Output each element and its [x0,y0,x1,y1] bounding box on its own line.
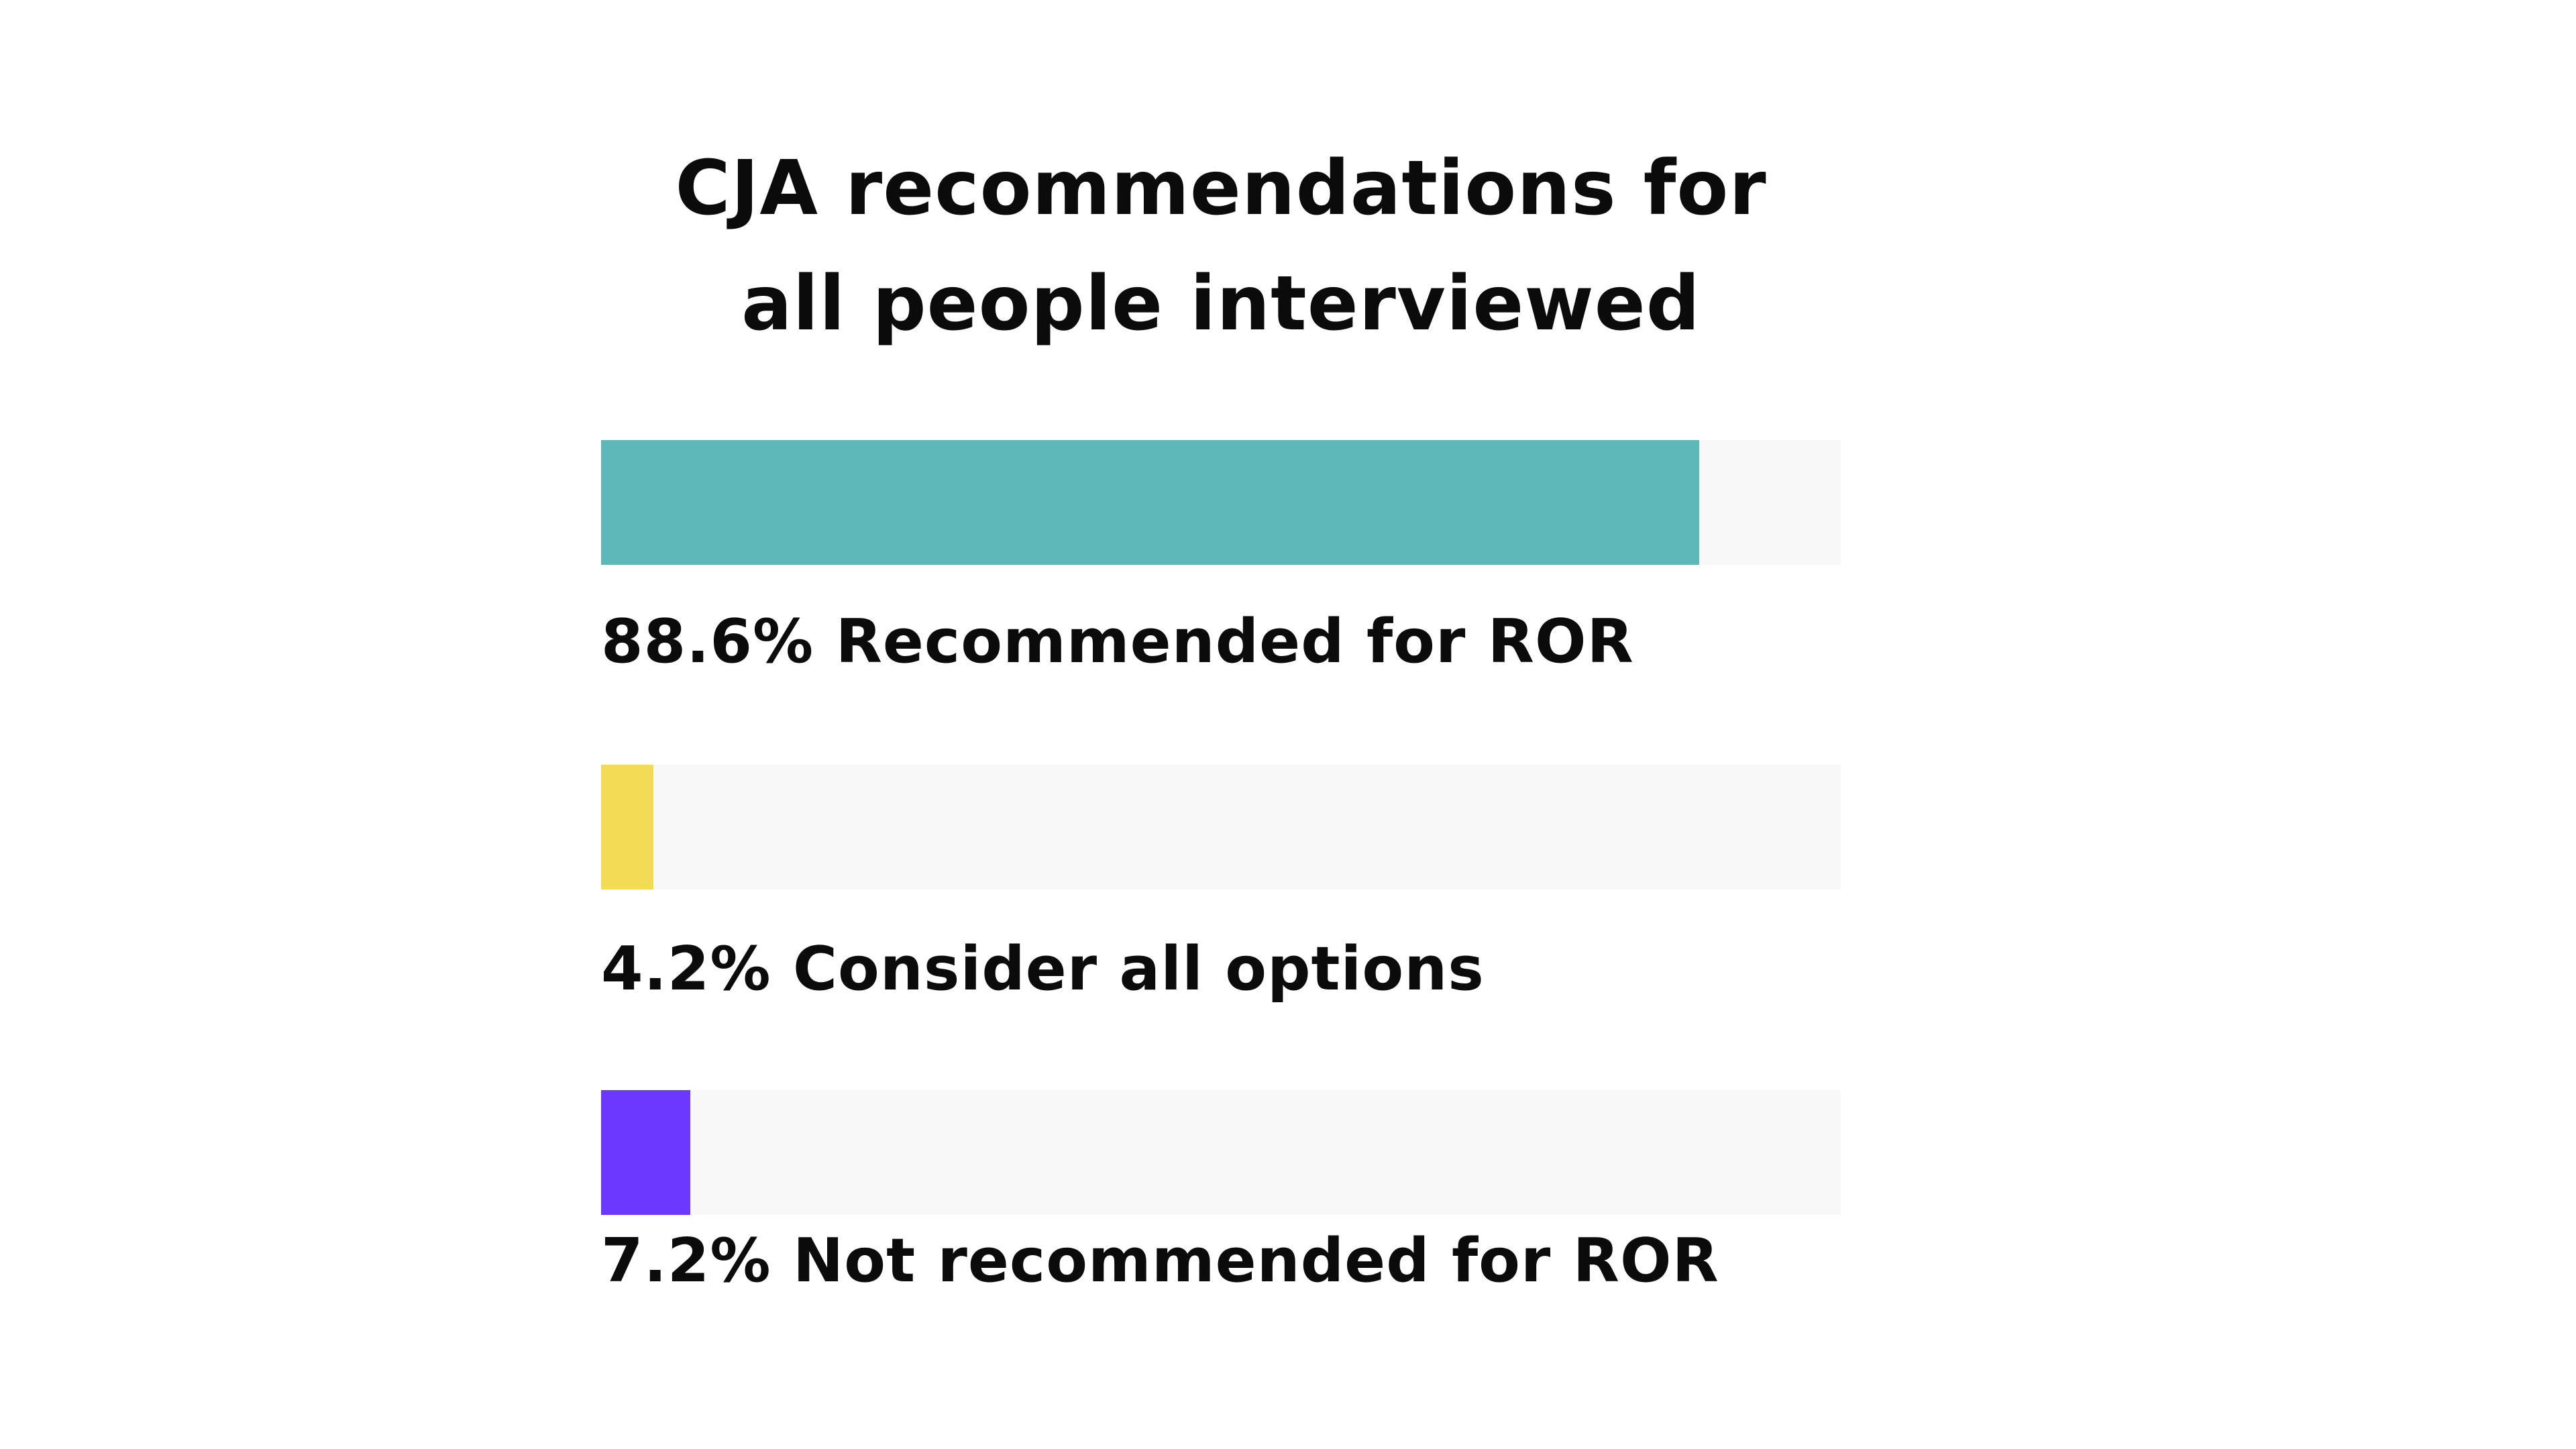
bar-row-not-recommended: 7.2% Not recommended for ROR [601,1090,1841,1296]
chart-title: CJA recommendations for all people inter… [675,145,1767,347]
bar-track [601,1090,1841,1215]
bar-label-not-recommended: 7.2% Not recommended for ROR [601,1226,1719,1296]
bar-track [601,765,1841,890]
bar-track [601,440,1841,565]
bar-label-consider: 4.2% Consider all options [601,934,1485,1004]
bar-fill-recommended [601,440,1700,565]
bar-row-consider: 4.2% Consider all options [601,765,1841,1004]
bar-fill-consider [601,765,653,890]
bar-label-recommended: 88.6% Recommended for ROR [601,606,1634,677]
bar-fill-not-recommended [601,1090,691,1215]
bar-row-recommended: 88.6% Recommended for ROR [601,440,1841,677]
